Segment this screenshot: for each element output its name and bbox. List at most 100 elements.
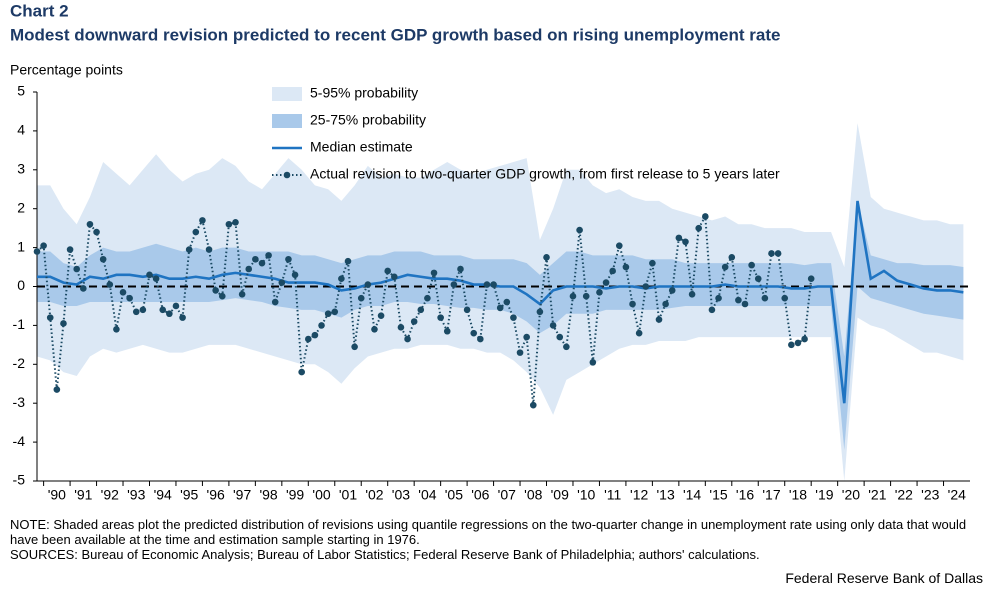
actual-point <box>192 228 200 236</box>
x-tick-label: '03 <box>392 487 410 503</box>
actual-point <box>344 257 352 265</box>
actual-point <box>702 213 709 220</box>
y-tick-label: -4 <box>13 433 26 449</box>
actual-point <box>338 275 345 283</box>
actual-point <box>40 242 47 249</box>
actual-point <box>119 289 127 296</box>
actual-point <box>668 287 676 294</box>
x-tick-label: '04 <box>418 487 436 503</box>
actual-point <box>265 252 272 259</box>
x-tick-label: '08 <box>524 487 542 503</box>
notes: NOTE: Shaded areas plot the predicted di… <box>10 517 990 562</box>
x-tick-label: '12 <box>630 487 648 503</box>
x-tick-label: '97 <box>233 487 251 503</box>
y-tick-label: -2 <box>13 355 26 371</box>
x-tick-label: '93 <box>127 487 145 503</box>
x-tick-label: '06 <box>471 487 489 503</box>
actual-point <box>278 279 286 286</box>
y-tick-label: 4 <box>17 122 25 138</box>
legend-label: 25-75% probability <box>310 112 426 128</box>
actual-point <box>708 306 716 314</box>
x-tick-label: '11 <box>604 487 621 503</box>
y-tick-label: 3 <box>17 161 25 177</box>
actual-point <box>139 306 147 314</box>
actual-point <box>245 265 253 273</box>
probability-band <box>37 200 964 450</box>
actual-point <box>318 322 325 329</box>
actual-point <box>609 267 616 275</box>
x-tick-label: '14 <box>683 487 701 503</box>
x-tick-label: '07 <box>498 487 516 503</box>
x-tick-label: '19 <box>815 487 833 503</box>
actual-point <box>199 217 206 224</box>
actual-point <box>443 327 451 335</box>
actual-point <box>437 314 444 321</box>
actual-point <box>252 255 259 263</box>
actual-point <box>417 306 425 314</box>
x-tick-label: '98 <box>259 487 277 503</box>
actual-point <box>675 234 683 242</box>
actual-point <box>73 265 81 273</box>
actual-point <box>563 343 570 351</box>
legend-swatch <box>272 87 302 101</box>
x-tick-label: '20 <box>842 487 860 503</box>
actual-point <box>424 294 431 302</box>
x-tick-label: '15 <box>709 487 727 503</box>
actual-point <box>311 331 319 339</box>
actual-point <box>596 289 603 296</box>
actual-point <box>271 298 279 306</box>
actual-point <box>397 324 405 331</box>
x-tick-label: '00 <box>312 487 330 503</box>
actual-point <box>232 219 239 226</box>
x-tick-label: '92 <box>101 487 119 503</box>
actual-point <box>351 343 358 351</box>
actual-point <box>615 242 623 249</box>
x-tick-label: '90 <box>48 487 66 503</box>
actual-point <box>33 248 41 255</box>
median-line <box>37 200 964 404</box>
actual-point <box>80 285 87 292</box>
x-tick-label: '96 <box>207 487 225 503</box>
x-tick-label: '02 <box>365 487 383 503</box>
y-tick-label: 0 <box>17 277 25 293</box>
actual-point <box>113 325 120 333</box>
actual-line <box>36 213 813 406</box>
actual-point <box>549 322 557 329</box>
actual-point <box>801 335 808 343</box>
actual-point <box>735 296 742 304</box>
y-tick-label: 2 <box>17 199 25 215</box>
actual-point <box>510 314 517 321</box>
actual-point <box>238 290 246 298</box>
actual-point <box>106 281 114 288</box>
actual-point <box>179 314 186 321</box>
actual-point <box>324 310 332 318</box>
x-tick-label: '94 <box>154 487 172 503</box>
y-tick-label: 1 <box>17 238 25 254</box>
actual-point <box>93 228 100 236</box>
x-tick-label: '17 <box>762 487 780 503</box>
actual-point <box>384 267 392 275</box>
x-tick-label: '01 <box>339 487 357 503</box>
actual-point <box>218 292 226 300</box>
actual-point <box>364 281 372 288</box>
actual-point <box>291 271 299 279</box>
x-tick-label: '05 <box>445 487 463 503</box>
actual-point <box>457 265 464 273</box>
sources: SOURCES: Bureau of Economic Analysis; Bu… <box>10 547 760 562</box>
x-tick-label: '22 <box>895 487 913 503</box>
actual-point <box>655 316 663 323</box>
legend-swatch <box>272 114 302 128</box>
actual-point <box>788 341 795 349</box>
actual-point <box>132 308 140 316</box>
actual-point <box>166 310 173 318</box>
actual-point <box>748 261 755 269</box>
actual-point <box>404 335 411 343</box>
credit: Federal Reserve Bank of Dallas <box>785 570 983 586</box>
actual-point <box>60 320 67 327</box>
x-tick-label: '91 <box>74 487 92 503</box>
actual-point <box>503 298 511 306</box>
actual-point <box>212 287 219 294</box>
actual-point <box>298 368 305 376</box>
y-tick-label: -3 <box>13 394 26 410</box>
actual-point <box>371 325 378 333</box>
